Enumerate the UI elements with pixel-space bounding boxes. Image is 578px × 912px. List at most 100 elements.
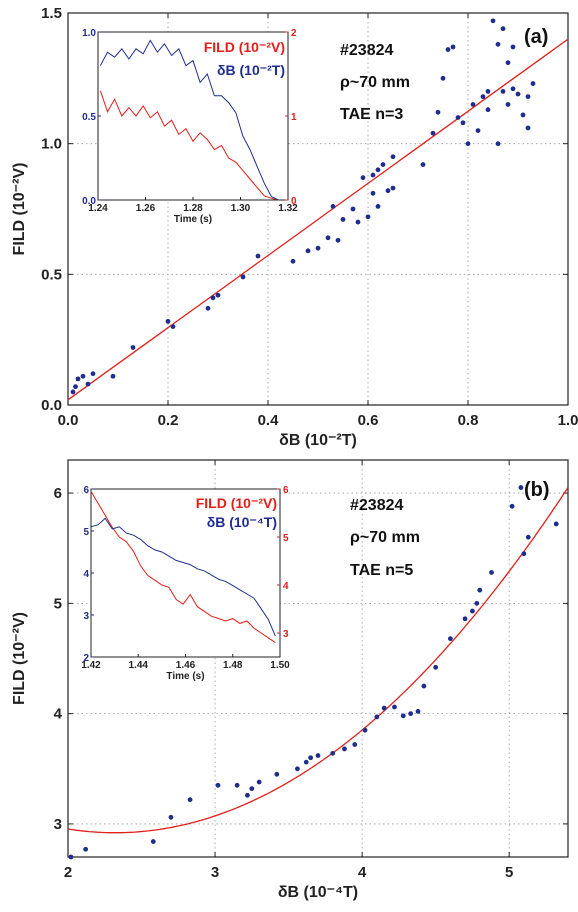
data-point <box>370 190 376 196</box>
data-point <box>374 714 380 720</box>
data-point <box>375 167 381 173</box>
data-point <box>480 94 486 100</box>
data-point <box>510 44 516 50</box>
inset-legend-fild: FILD (10⁻²V) <box>204 39 285 55</box>
inset-x-tick-label: 1.50 <box>270 660 290 671</box>
data-point <box>500 89 506 94</box>
data-point <box>421 683 427 689</box>
data-point <box>530 81 536 86</box>
data-point <box>509 503 515 509</box>
x-tick-label: 0.2 <box>158 412 179 429</box>
fit-curve <box>67 38 569 401</box>
x-tick-label: 5 <box>505 864 513 881</box>
x-tick-label: 0.4 <box>258 412 280 429</box>
annotation-text: #23824 <box>340 42 393 59</box>
data-point <box>165 318 171 324</box>
data-point <box>435 109 441 115</box>
inset-left-tick-label: 1.0 <box>82 28 96 39</box>
data-point <box>68 854 74 860</box>
data-point <box>520 112 526 118</box>
data-point <box>70 389 76 395</box>
inset-x-tick-label: 1.24 <box>88 203 108 214</box>
data-point <box>360 175 366 181</box>
data-point <box>352 742 358 747</box>
inset-x-axis-label: Time (s) <box>174 214 212 225</box>
data-point <box>415 709 421 714</box>
data-point <box>392 704 397 710</box>
panel-label: (a) <box>524 26 548 48</box>
inset-db-line <box>99 39 279 201</box>
data-point <box>205 305 211 311</box>
data-point <box>380 162 386 167</box>
data-point <box>495 41 501 47</box>
inset-right-tick-label: 2 <box>291 28 297 39</box>
inset-x-tick-label: 1.42 <box>81 660 101 671</box>
inset-frame <box>90 488 281 658</box>
data-point <box>215 292 221 298</box>
annotation-text: TAE n=5 <box>350 562 413 579</box>
data-point <box>73 384 78 390</box>
inset-x-tick-label: 1.46 <box>176 660 196 671</box>
data-point <box>83 846 89 852</box>
data-point <box>256 779 262 785</box>
data-point <box>315 245 321 251</box>
inset-x-tick-label: 1.44 <box>129 660 149 671</box>
data-point <box>355 219 361 225</box>
data-point <box>240 274 246 280</box>
data-point <box>447 636 453 642</box>
inset-right-tick-label: 4 <box>283 581 289 592</box>
data-point <box>370 172 376 178</box>
data-point <box>455 115 461 120</box>
data-point <box>477 587 483 593</box>
panel-label: (b) <box>524 479 550 501</box>
inset-chart: 1.24 1.26 1.28 1.30 1.32 0.0 0.5 1.0 0 1 2 Time (s)… <box>82 28 298 225</box>
inset-left-tick-label: 0.5 <box>82 112 96 123</box>
data-point <box>85 381 91 387</box>
data-point <box>450 44 456 50</box>
x-tick-label: 3 <box>211 864 219 881</box>
data-point <box>75 376 81 382</box>
inset-left-tick-label: 3 <box>83 611 89 622</box>
inset-legend-db: δB (10⁻²T) <box>217 62 285 78</box>
data-point <box>470 608 475 614</box>
data-point <box>525 94 531 100</box>
data-point <box>362 727 368 733</box>
plot-frame <box>67 12 569 406</box>
y-tick-label: 6 <box>54 485 62 502</box>
x-tick-label: 0.6 <box>358 412 379 429</box>
annotation-text: #23824 <box>350 497 403 514</box>
data-point <box>290 258 296 264</box>
data-point <box>249 786 255 792</box>
inset-right-tick-label: 1 <box>291 112 297 123</box>
inset-fild-line <box>90 491 276 644</box>
plot-frame <box>67 459 569 858</box>
y-tick-label: 0.0 <box>41 397 62 414</box>
data-point <box>315 753 321 758</box>
inset-x-axis-label: Time (s) <box>166 671 204 682</box>
inset-right-tick-label: 3 <box>283 629 289 640</box>
data-point <box>474 600 480 606</box>
data-point <box>521 551 527 557</box>
inset-x-tick-label: 1.48 <box>223 660 243 671</box>
inset-x-tick-label: 1.28 <box>183 203 203 214</box>
y-tick-label: 5 <box>54 595 62 612</box>
data-point <box>505 60 511 66</box>
data-point <box>308 755 314 761</box>
x-axis-label: δB (10⁻²T) <box>279 432 357 449</box>
panel-b: 2 3 4 5 3 4 5 6 δB (10⁻⁴T) FILD (10⁻²V) #23824 ρ~70… <box>11 459 569 901</box>
data-point <box>470 102 476 107</box>
data-point <box>255 253 261 259</box>
inset-left-tick-label: 5 <box>83 527 89 538</box>
inset-x-tick-label: 1.32 <box>278 203 298 214</box>
data-point <box>433 664 439 670</box>
data-point <box>330 203 336 209</box>
data-point <box>390 185 396 191</box>
data-point <box>445 47 451 52</box>
data-point <box>168 814 174 820</box>
inset-left-tick-label: 4 <box>83 569 89 580</box>
data-point <box>187 797 193 803</box>
data-point <box>342 746 347 752</box>
data-point <box>325 235 331 241</box>
data-point <box>465 141 471 147</box>
